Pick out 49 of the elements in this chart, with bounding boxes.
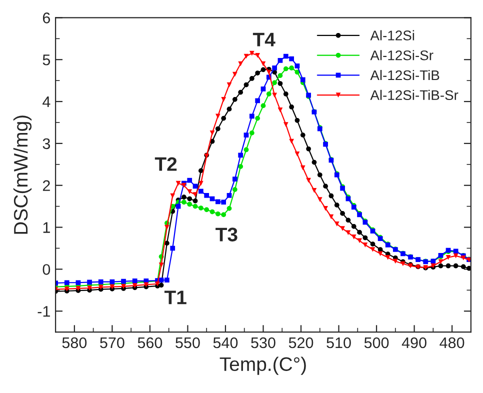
x-tick-label: 580 <box>62 337 87 348</box>
y-tick-label: 2 <box>42 180 50 191</box>
x-tick-label: 550 <box>176 337 200 348</box>
point <box>192 204 198 209</box>
x-tick-label: 570 <box>100 337 124 348</box>
point <box>232 187 238 192</box>
point <box>260 103 266 108</box>
point <box>187 202 192 207</box>
y-tick-label: 3 <box>42 138 50 150</box>
legend-label: Al-12Si-TiB-Sr <box>370 90 458 100</box>
point <box>182 200 186 205</box>
y-tick-label: 6 <box>42 12 50 24</box>
annotation: T3 <box>216 228 238 242</box>
x-tick-label: 560 <box>138 337 162 348</box>
point <box>244 147 249 152</box>
y-tick-label: -1 <box>38 306 50 317</box>
x-tick-label: 490 <box>402 337 426 348</box>
point <box>215 211 220 216</box>
point <box>278 73 283 78</box>
point <box>238 164 244 169</box>
point <box>272 80 277 86</box>
y-tick-label: 0 <box>42 264 50 275</box>
point <box>221 212 226 218</box>
legend-label: Al-12Si <box>370 30 414 40</box>
point <box>249 130 254 136</box>
point <box>289 66 294 70</box>
x-tick-label: 540 <box>213 337 238 348</box>
point <box>283 66 288 72</box>
point <box>210 209 215 214</box>
point <box>198 206 204 210</box>
x-axis-title: Temp.(C°) <box>220 356 306 375</box>
x-tick-label: 480 <box>440 337 464 348</box>
point <box>204 207 210 212</box>
x-tick-label: 510 <box>326 337 351 348</box>
point <box>255 116 260 121</box>
y-tick-label: 1 <box>43 222 50 233</box>
legend-label: Al-12Si-Sr <box>370 50 434 60</box>
y-tick-label: 5 <box>42 54 50 66</box>
y-axis-title: DSC(mW/mg) <box>13 116 32 234</box>
point <box>266 92 272 96</box>
annotation: T1 <box>164 290 186 304</box>
annotation: T4 <box>252 32 276 46</box>
x-tick-label: 520 <box>288 337 314 348</box>
annotation: T2 <box>154 157 177 171</box>
x-tick-label: 500 <box>364 337 389 348</box>
y-tick-label: 4 <box>42 96 50 108</box>
legend-label: Al-12Si-TiB <box>370 70 440 80</box>
x-tick-label: 530 <box>251 337 276 348</box>
point <box>226 206 232 211</box>
